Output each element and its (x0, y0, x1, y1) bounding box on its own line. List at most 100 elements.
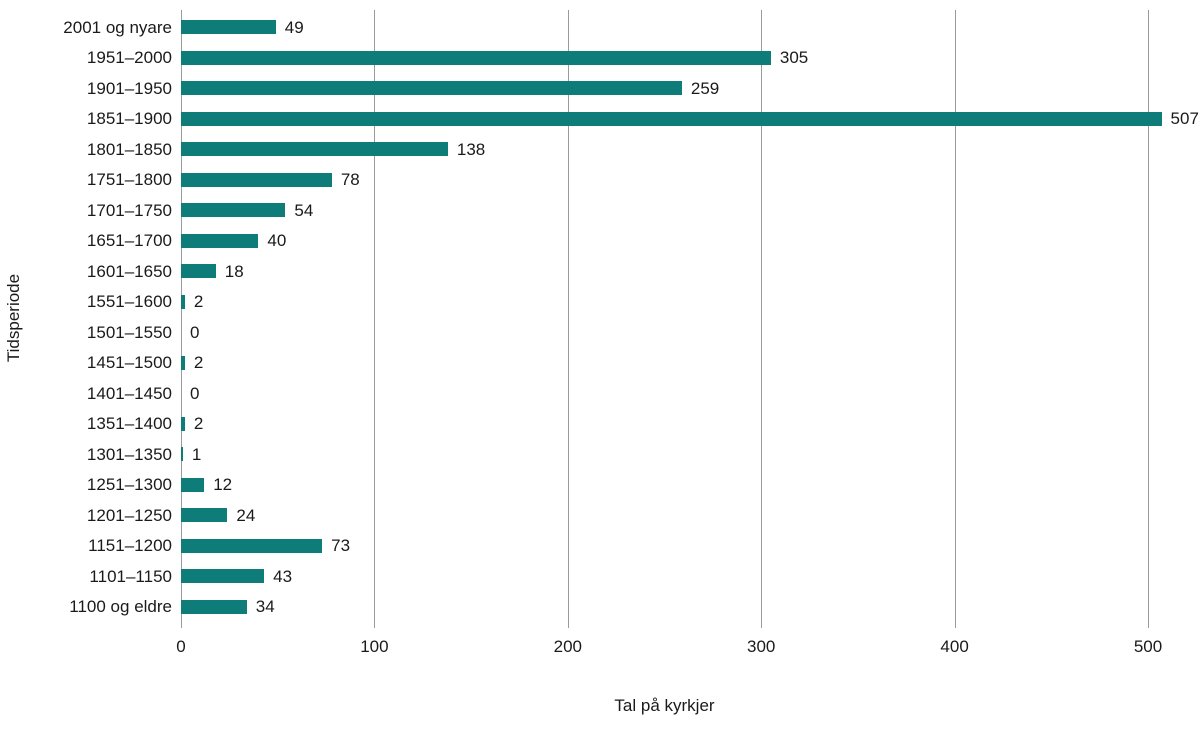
bar (181, 142, 448, 157)
category-label: 1101–1150 (89, 566, 172, 586)
bar-row: 1301–1350 1 (0, 439, 1200, 470)
bar-area: 18 (181, 256, 1200, 287)
bar (181, 233, 259, 248)
gridline (1148, 10, 1149, 628)
x-tick-label: 100 (360, 637, 389, 656)
bar-area: 2 (181, 409, 1200, 440)
x-tick-label: 200 (553, 637, 582, 656)
bar (181, 111, 1162, 126)
bar-row: 1801–1850 138 (0, 134, 1200, 165)
category-label: 1301–1350 (86, 444, 172, 464)
category-label: 1651–1700 (86, 231, 172, 251)
bar-row: 1201–1250 24 (0, 500, 1200, 531)
bar-area: 49 (181, 12, 1200, 43)
bar-area: 54 (181, 195, 1200, 226)
category-label: 1751–1800 (86, 170, 172, 190)
bar-area: 0 (181, 378, 1200, 409)
bar-row: 1651–1700 40 (0, 226, 1200, 257)
bar-area: 2 (181, 348, 1200, 379)
bar-row: 1151–1200 73 (0, 531, 1200, 562)
category-label: 1201–1250 (86, 505, 172, 525)
value-label: 24 (236, 505, 256, 525)
category-label: 1351–1400 (86, 414, 172, 434)
bar-row: 1101–1150 43 (0, 561, 1200, 592)
value-label: 507 (1170, 109, 1199, 129)
bar-row: 1701–1750 54 (0, 195, 1200, 226)
bar-row: 1901–1950 259 (0, 73, 1200, 104)
gridline (567, 10, 569, 628)
bar-area: 43 (181, 561, 1200, 592)
bar-area: 40 (181, 226, 1200, 257)
value-label: 43 (273, 566, 293, 586)
gridlines (181, 10, 1181, 628)
gridline (954, 10, 956, 628)
value-label: 78 (340, 170, 360, 190)
value-label: 138 (456, 139, 486, 159)
gridline (374, 10, 376, 628)
gridline (761, 10, 763, 628)
category-label: 1501–1550 (86, 322, 172, 342)
value-label: 34 (255, 597, 275, 617)
category-label: 1701–1750 (86, 200, 172, 220)
bar-row: 1501–1550 0 (0, 317, 1200, 348)
value-label: 40 (267, 231, 287, 251)
category-label: 1100 og eldre (69, 597, 172, 617)
value-label: 54 (294, 200, 314, 220)
bar-row: 1751–1800 78 (0, 165, 1200, 196)
bar (181, 599, 247, 614)
bar (181, 20, 276, 35)
category-label: 1901–1950 (86, 78, 172, 98)
bar (181, 294, 185, 309)
value-label: 0 (190, 383, 200, 403)
bar-row: 1851–1900 507 (0, 104, 1200, 135)
bar-area: 2 (181, 287, 1200, 318)
bar (181, 50, 771, 65)
category-label: 1551–1600 (86, 292, 172, 312)
value-label: 18 (224, 261, 244, 281)
x-tick-label: 0 (176, 637, 186, 656)
bar-area: 34 (181, 592, 1200, 623)
value-label: 2 (193, 414, 204, 434)
bar (181, 172, 332, 187)
bar-area: 73 (181, 531, 1200, 562)
bar-row: 1601–1650 18 (0, 256, 1200, 287)
bar (181, 569, 265, 584)
category-label: 1451–1500 (86, 353, 172, 373)
bar (181, 447, 183, 462)
value-label: 12 (213, 475, 233, 495)
bar (181, 508, 228, 523)
bar-row: 2001 og nyare 49 (0, 12, 1200, 43)
bar-area: 138 (181, 134, 1200, 165)
bar (181, 81, 682, 96)
bar-row: 1951–2000 305 (0, 43, 1200, 74)
x-tick-label: 300 (747, 637, 776, 656)
bar-row: 1401–1450 0 (0, 378, 1200, 409)
bar-area: 305 (181, 43, 1200, 74)
bar (181, 538, 323, 553)
bar (181, 355, 185, 370)
bar-area: 0 (181, 317, 1200, 348)
category-label: 2001 og nyare (63, 17, 172, 37)
bar (181, 477, 205, 492)
bar-row: 1251–1300 12 (0, 470, 1200, 501)
value-label: 2 (193, 353, 204, 373)
value-label: 259 (690, 78, 720, 98)
value-label: 1 (191, 444, 202, 464)
value-label: 305 (779, 48, 809, 68)
bar-area: 259 (181, 73, 1200, 104)
bar-row: 1551–1600 2 (0, 287, 1200, 318)
bar-area: 507 (181, 104, 1200, 135)
value-label: 73 (331, 536, 351, 556)
x-tick-label: 500 (1133, 637, 1163, 656)
bar (181, 264, 216, 279)
bar-row: 1100 og eldre 34 (0, 592, 1200, 623)
bar-area: 78 (181, 165, 1200, 196)
bar-area: 12 (181, 470, 1200, 501)
bar (181, 203, 286, 218)
x-tick-label: 400 (940, 637, 969, 656)
category-label: 1151–1200 (88, 536, 172, 556)
bar-rows: 2001 og nyare 49 1951–2000 305 1901–1950 259 1… (0, 12, 1200, 622)
value-label: 2 (193, 292, 204, 312)
gridline (181, 10, 182, 628)
